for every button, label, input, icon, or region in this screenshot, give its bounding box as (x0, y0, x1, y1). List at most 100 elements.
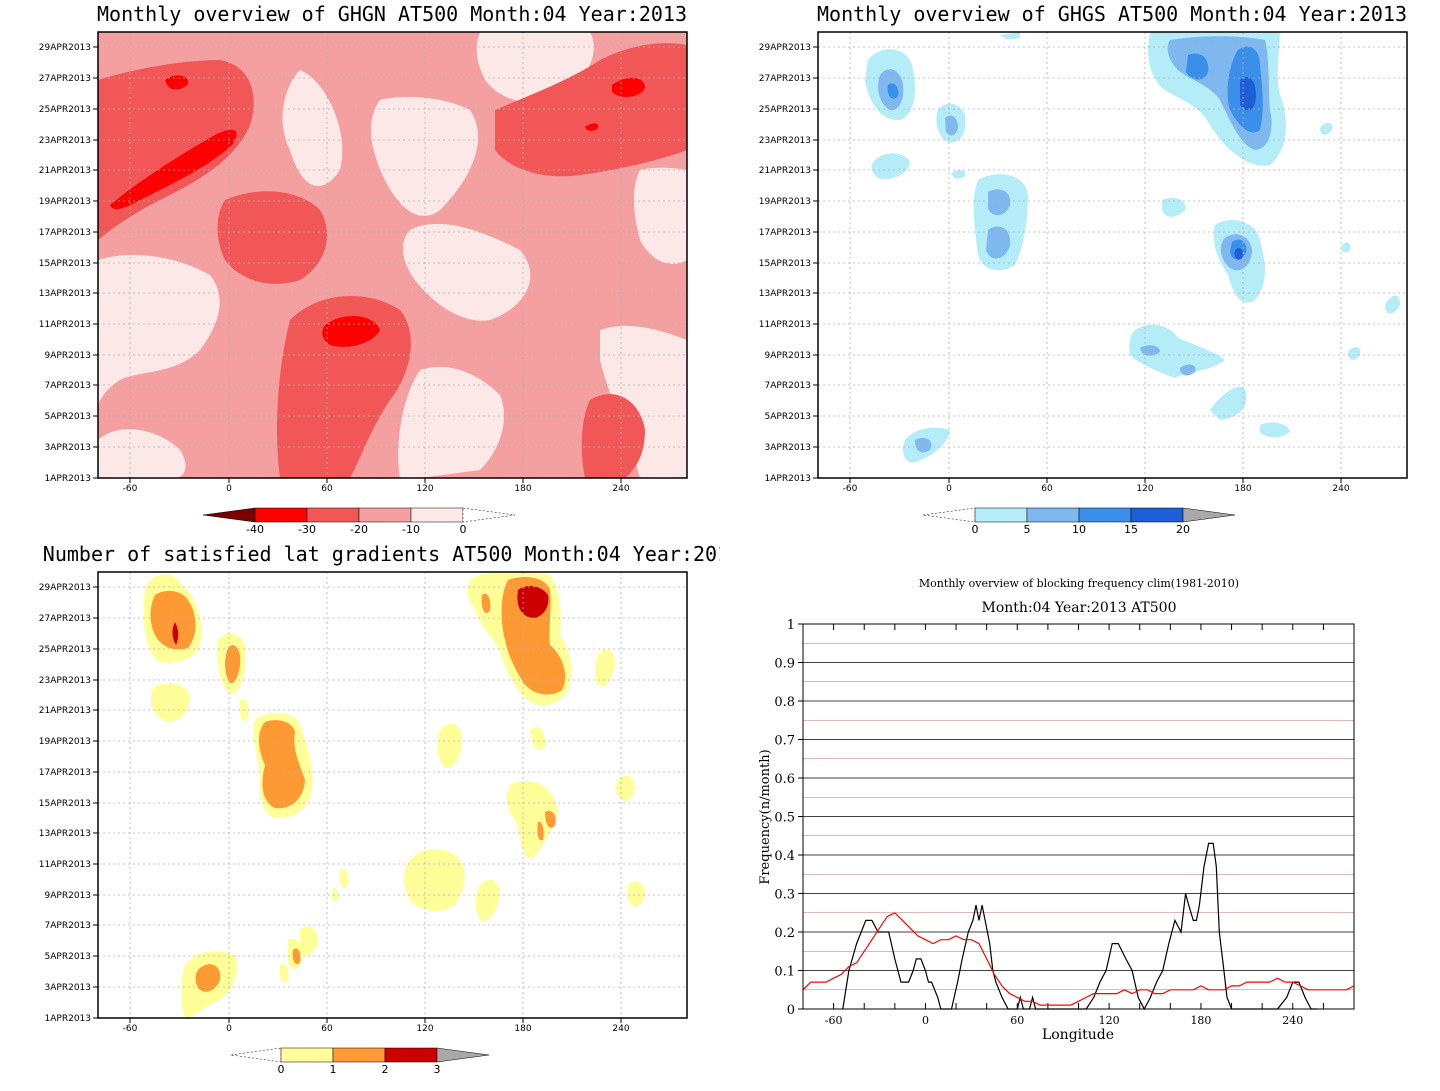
lat-colorbar-label: 3 (434, 1063, 441, 1076)
ghgs-region-5-10 (945, 115, 958, 136)
ghgn-contours (98, 32, 687, 478)
ghgs-y-tick: 11APR2013 (759, 320, 818, 330)
ghgs-region-0-5 (1320, 122, 1333, 135)
lat-x-tick-label: 60 (321, 1024, 333, 1034)
ghgs-region-5-10 (986, 226, 1011, 259)
lat-region-1-2 (537, 821, 544, 841)
ghgn-y-tick-label: 23APR2013 (39, 136, 91, 146)
ghgs-y-tick: 23APR2013 (759, 136, 818, 146)
ghgn-colorbar: -40 -30 -20 -10 0 (202, 507, 516, 536)
ghgs-region-0-5 (952, 170, 966, 179)
ghgs-region-0-5 (1341, 242, 1351, 253)
ghgn-colorbar-label: -10 (402, 523, 420, 536)
ghgs-colorbar-swatch (1078, 507, 1132, 523)
ghgn-region-pale (98, 429, 186, 478)
ghgs-colorbar-label: 0 (972, 523, 979, 536)
ghgs-title: Monthly overview of GHGS AT500 Month:04 … (817, 2, 1407, 26)
ghgn-y-tick-label: 3APR2013 (45, 443, 91, 453)
ghgn-y-tick: 7APR2013 (45, 381, 98, 391)
ghgn-y-tick-label: 25APR2013 (39, 105, 91, 115)
ghgn-y-tick: 27APR2013 (39, 74, 98, 84)
lat-colorbar-swatch-max (436, 1047, 490, 1063)
ghgn-y-tick: 21APR2013 (39, 166, 98, 176)
ghgs-colorbar-label: 10 (1072, 523, 1086, 536)
lat-y-tick: 23APR2013 (39, 676, 98, 686)
ghgs-x-tick-label: 180 (1234, 484, 1251, 494)
ghgn-region-pale (98, 255, 220, 410)
freq-y-tick-label: 0.6 (774, 772, 795, 787)
ghgn-colorbar-swatch (306, 507, 360, 523)
lat-x-tick: 120 (416, 1018, 434, 1034)
ghgs-frame (817, 31, 1408, 479)
lat-region-1-2 (481, 593, 491, 614)
ghgn-y-tick-label: 19APR2013 (39, 197, 91, 207)
ghgn-frame (97, 31, 688, 479)
ghgn-colorbar-label: -30 (298, 523, 316, 536)
ghgs-region-0-5 (1385, 295, 1400, 314)
lat-region-0-1 (279, 963, 289, 984)
lat-x-axis: -60 0 60 120 180 240 (123, 1018, 630, 1034)
ghgs-y-axis: 1APR2013 3APR2013 5APR2013 7APR2013 9APR… (759, 43, 818, 484)
ghgn-y-tick: 23APR2013 (39, 136, 98, 146)
lat-y-tick-label: 21APR2013 (39, 706, 91, 716)
ghgs-y-tick-label: 7APR2013 (765, 381, 811, 391)
lat-x-tick: 180 (514, 1018, 532, 1034)
ghgs-colorbar-swatch-max (1182, 507, 1236, 523)
ghgs-y-tick-label: 9APR2013 (765, 351, 811, 361)
lat-y-tick-label: 15APR2013 (39, 799, 91, 809)
lat-contours (143, 571, 645, 1018)
ghgn-y-tick: 9APR2013 (45, 351, 98, 361)
ghgn-y-tick: 25APR2013 (39, 105, 98, 115)
freq-x-axis: -60 0 60 120 180 240 (802, 624, 1355, 1027)
ghgn-region-deep-red (322, 315, 380, 347)
lat-region-0-1 (404, 848, 465, 912)
ghgs-colorbar-label: 20 (1176, 523, 1190, 536)
ghgn-x-tick-label: 180 (514, 484, 531, 494)
freq-frame (802, 623, 1355, 1010)
lat-region-1-2 (292, 948, 301, 965)
ghgs-colorbar-swatch (1130, 507, 1184, 523)
freq-y-tick-label: 1 (787, 618, 795, 633)
ghgn-y-tick-label: 29APR2013 (39, 43, 91, 53)
ghgn-y-tick-label: 21APR2013 (39, 166, 91, 176)
ghgs-plot-area (817, 31, 1408, 479)
ghgn-region-pale (398, 366, 504, 478)
ghgs-x-tick-label: 240 (1332, 484, 1349, 494)
ghgn-y-tick-label: 15APR2013 (39, 259, 91, 269)
lat-title: Number of satisfied lat gradients AT500 … (43, 542, 720, 566)
lat-colorbar-swatch-min (230, 1047, 282, 1063)
ghgn-region-red (217, 191, 328, 284)
lat-y-tick: 7APR2013 (45, 921, 98, 931)
lat-y-tick: 5APR2013 (45, 952, 98, 962)
ghgn-y-tick-label: 17APR2013 (39, 228, 91, 238)
lat-colorbar-label: 0 (278, 1063, 285, 1076)
ghgn-x-tick: 240 (612, 478, 630, 494)
freq-x-tick-label: -60 (825, 1014, 843, 1027)
lat-y-tick-label: 3APR2013 (45, 983, 91, 993)
ghgn-y-tick-label: 7APR2013 (45, 381, 91, 391)
lat-region-0-1 (475, 879, 500, 921)
ghgs-region-0-5 (1260, 422, 1290, 438)
ghgs-colorbar-swatch (1026, 507, 1080, 523)
ghgn-colorbar-swatch-min (202, 507, 256, 523)
lat-y-tick-label: 1APR2013 (45, 1014, 91, 1024)
lat-y-tick: 13APR2013 (39, 829, 98, 839)
freq-y-tick-label: 0.8 (774, 695, 795, 710)
ghgn-colorbar-swatch (410, 507, 464, 523)
ghgn-colorbar-swatch-max (462, 507, 516, 523)
ghgs-region-15-20 (1234, 247, 1243, 260)
ghgs-y-tick: 9APR2013 (765, 351, 818, 361)
lat-gridlines (98, 572, 687, 1018)
ghgn-colorbar-swatch (358, 507, 412, 523)
ghgs-region-0-5 (1210, 386, 1247, 420)
lat-region-0-1 (615, 775, 635, 802)
ghgs-x-tick: 120 (1136, 478, 1154, 494)
ghgs-y-tick: 27APR2013 (759, 74, 818, 84)
ghgs-y-tick: 7APR2013 (765, 381, 818, 391)
ghgn-panel: Monthly overview of GHGN AT500 Month:04 … (39, 2, 688, 536)
ghgn-colorbar-swatch (254, 507, 308, 523)
freq-y-axis: 0 0.1 0.2 0.3 0.4 0.5 0.6 0.7 0.8 0.9 1 (774, 618, 803, 1018)
ghgs-region-0-5 (871, 153, 910, 180)
ghgs-background (818, 32, 1407, 478)
ghgn-colorbar-label: -20 (350, 523, 368, 536)
